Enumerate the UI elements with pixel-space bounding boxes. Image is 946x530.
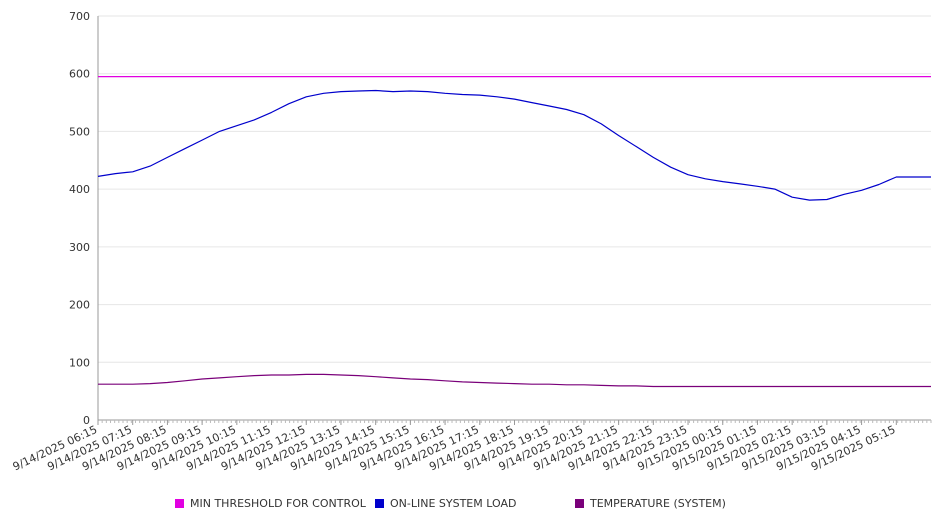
legend-item-threshold: MIN THRESHOLD FOR CONTROL — [175, 497, 366, 510]
y-tick-label: 200 — [69, 299, 90, 312]
y-tick-label: 400 — [69, 183, 90, 196]
series-line-1 — [97, 89, 931, 201]
legend-swatch-threshold — [175, 499, 184, 508]
y-tick-label: 700 — [69, 10, 90, 23]
chart-legend: MIN THRESHOLD FOR CONTROL ON-LINE SYSTEM… — [0, 497, 946, 515]
legend-swatch-temperature — [575, 499, 584, 508]
legend-label-temperature: TEMPERATURE (SYSTEM) — [590, 497, 726, 510]
series-line-2 — [98, 373, 931, 388]
y-tick-label: 100 — [69, 356, 90, 369]
legend-label-load: ON-LINE SYSTEM LOAD — [390, 497, 517, 510]
y-tick-label: 0 — [83, 414, 90, 427]
legend-swatch-load — [375, 499, 384, 508]
y-tick-label: 600 — [69, 68, 90, 81]
legend-label-threshold: MIN THRESHOLD FOR CONTROL — [190, 497, 366, 510]
y-tick-label: 500 — [69, 125, 90, 138]
legend-item-load: ON-LINE SYSTEM LOAD — [375, 497, 516, 510]
legend-item-temperature: TEMPERATURE (SYSTEM) — [575, 497, 726, 510]
y-tick-label: 300 — [69, 241, 90, 254]
